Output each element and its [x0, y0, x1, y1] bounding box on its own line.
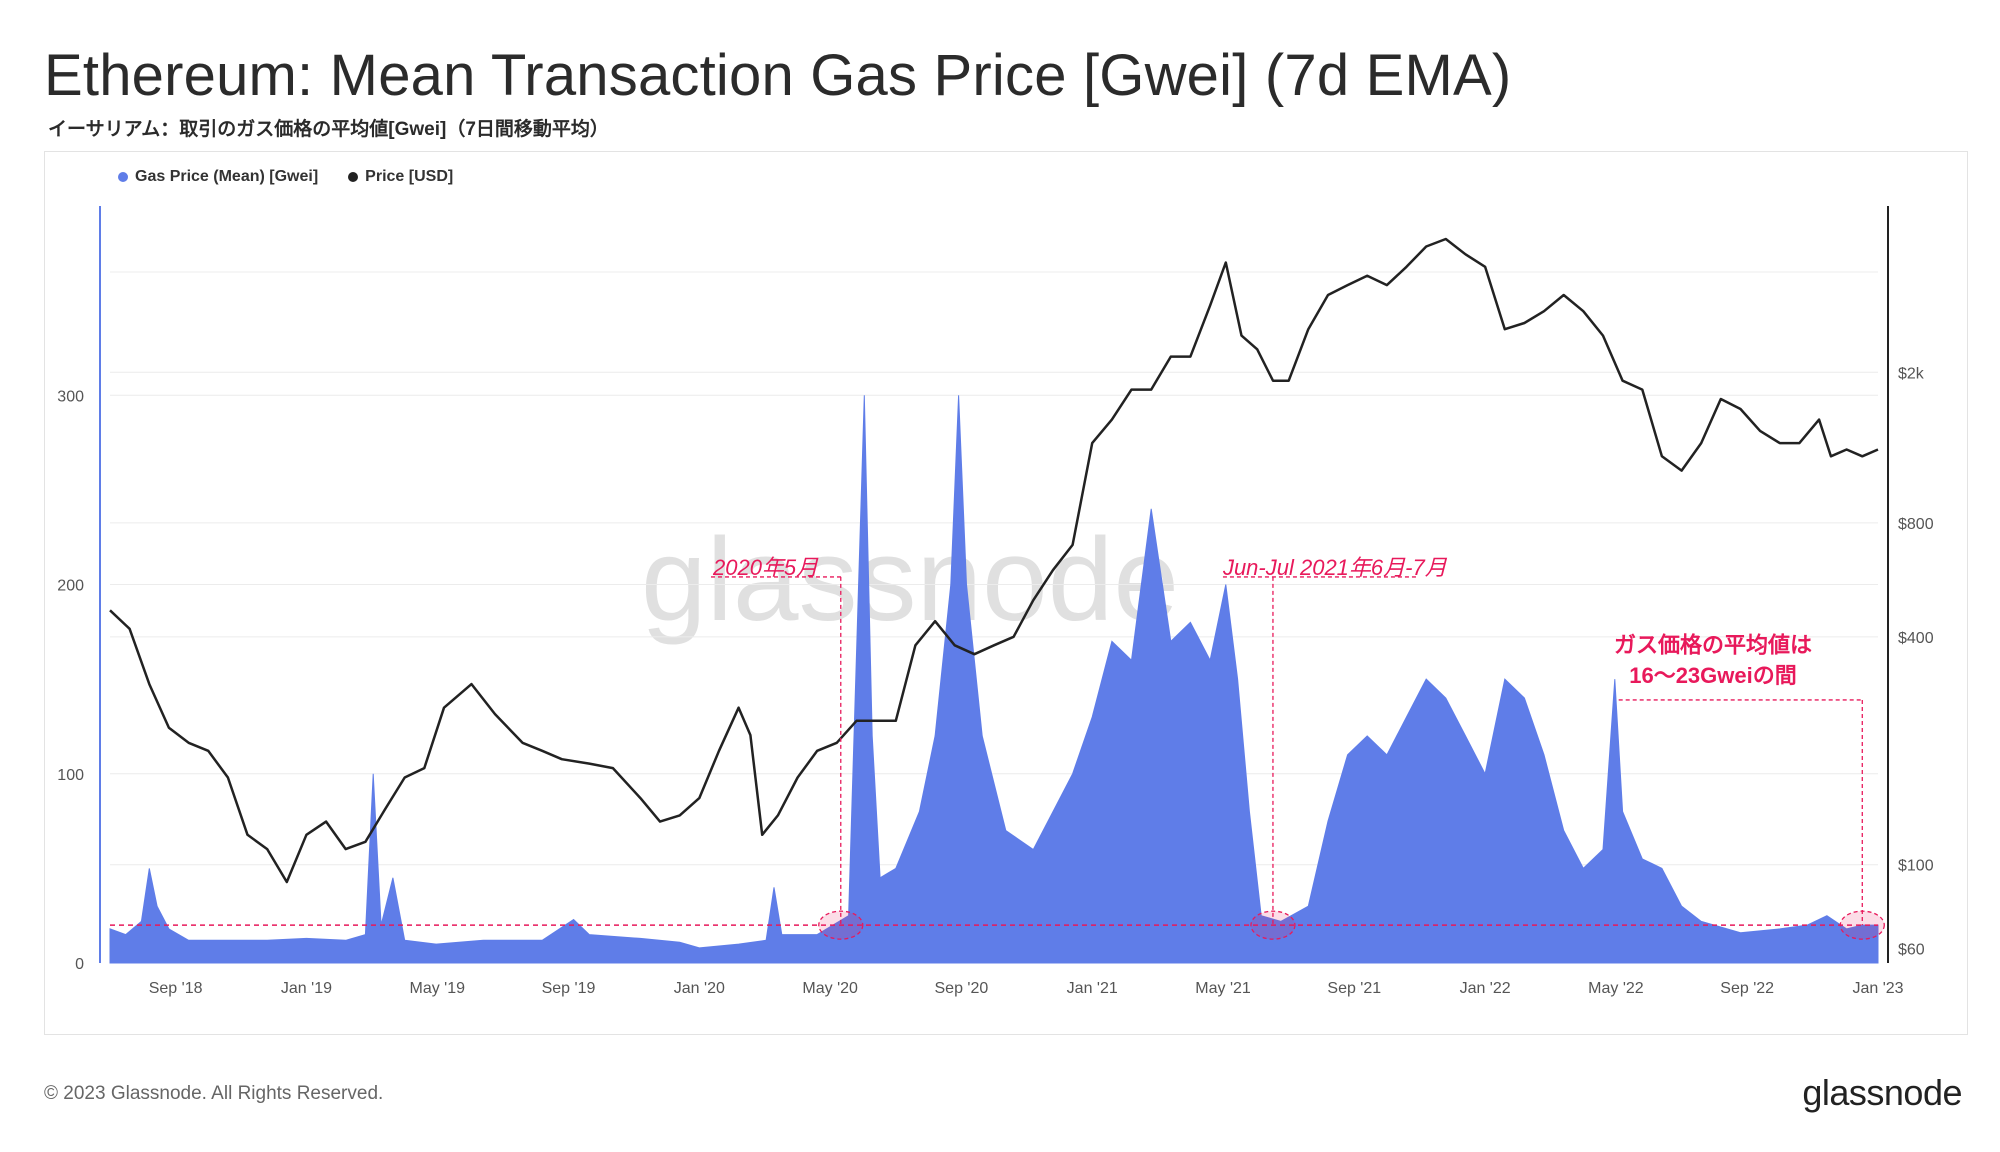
x-tick-label: Jan '21 [1067, 980, 1118, 997]
right-tick-label: $2k [1898, 365, 1925, 382]
footer-logo: glassnode [1802, 1072, 1962, 1113]
page-title: Ethereum: Mean Transaction Gas Price [Gw… [44, 43, 1512, 108]
right-tick-label: $100 [1898, 858, 1934, 875]
legend: Gas Price (Mean) [Gwei] Price [USD] [118, 168, 453, 186]
x-tick-label: Sep '19 [542, 980, 596, 997]
chart-frame [44, 151, 1968, 1035]
x-tick-label: May '19 [410, 980, 466, 997]
legend-item-price[interactable]: Price [USD] [348, 168, 453, 186]
legend-gas-swatch-icon [118, 172, 128, 182]
x-tick-label: Jan '22 [1460, 980, 1511, 997]
x-tick-label: Jan '23 [1852, 980, 1903, 997]
legend-gas-label: Gas Price (Mean) [Gwei] [135, 168, 319, 185]
x-tick-label: Jan '19 [281, 980, 332, 997]
right-tick-label: $400 [1898, 630, 1934, 647]
left-tick-label: 300 [57, 388, 84, 405]
annotation-range-line2: 16〜23Gweiの間 [1629, 663, 1797, 688]
legend-price-label: Price [USD] [365, 168, 454, 185]
x-tick-label: Sep '21 [1327, 980, 1381, 997]
x-tick-label: May '20 [802, 980, 858, 997]
x-tick-label: Sep '18 [149, 980, 203, 997]
right-tick-label: $800 [1898, 516, 1934, 533]
x-tick-label: Jan '20 [674, 980, 725, 997]
annotation-may-2020: 2020年5月 [712, 555, 819, 580]
legend-price-swatch-icon [348, 172, 359, 182]
left-tick-label: 200 [57, 578, 84, 595]
gas-price-area [109, 395, 1879, 964]
x-tick-label: May '21 [1195, 980, 1251, 997]
left-tick-label: 100 [57, 767, 84, 784]
x-tick-label: Sep '20 [935, 980, 989, 997]
x-tick-label: Sep '22 [1720, 980, 1774, 997]
price-line [109, 237, 1879, 884]
ellipse-may-2020 [818, 910, 864, 940]
watermark: glassnode [641, 514, 1179, 646]
right-tick-label: $60 [1898, 942, 1925, 959]
left-tick-label: 0 [75, 956, 84, 973]
annotation-jun-jul-2021: Jun-Jul 2021年6月-7月 [1222, 555, 1448, 580]
x-tick-label: May '22 [1588, 980, 1644, 997]
annotation-range-line1: ガス価格の平均値は [1614, 633, 1812, 658]
footer-copyright: © 2023 Glassnode. All Rights Reserved. [44, 1083, 384, 1104]
legend-item-gas[interactable]: Gas Price (Mean) [Gwei] [118, 168, 318, 186]
page-subtitle: イーサリアム：取引のガス価格の平均値[Gwei]（7日間移動平均） [48, 119, 609, 140]
ellipse-jun-2021 [1250, 910, 1296, 940]
